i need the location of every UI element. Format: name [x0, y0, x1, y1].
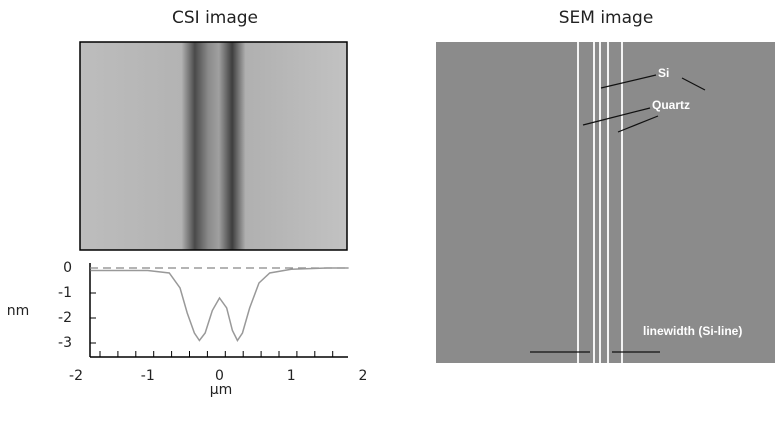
csi-image: [79, 41, 348, 251]
arrows: [530, 74, 706, 353]
y-tick-label: 0: [63, 260, 72, 276]
x-tick-label: 0: [215, 368, 224, 384]
y-tick-label: -3: [58, 335, 72, 351]
profile-line: [90, 267, 349, 342]
y-tick-label: -1: [58, 285, 72, 301]
annotation: linewidth (Si-line): [643, 324, 742, 338]
sem-lines: [577, 42, 623, 363]
annotation: Si: [658, 66, 669, 80]
x-tick-label: 1: [287, 368, 296, 384]
annotation: Quartz: [652, 98, 690, 112]
x-tick-label: 2: [359, 368, 368, 384]
x-axis-label: μm: [210, 382, 233, 398]
sem-image: [436, 42, 775, 363]
x-tick-label: -2: [69, 368, 83, 384]
sem-title: SEM image: [559, 8, 654, 28]
csi-title: CSI image: [172, 8, 258, 28]
y-axis-label: nm: [7, 303, 30, 319]
y-tick-label: -2: [58, 310, 72, 326]
x-tick-label: -1: [141, 368, 155, 384]
